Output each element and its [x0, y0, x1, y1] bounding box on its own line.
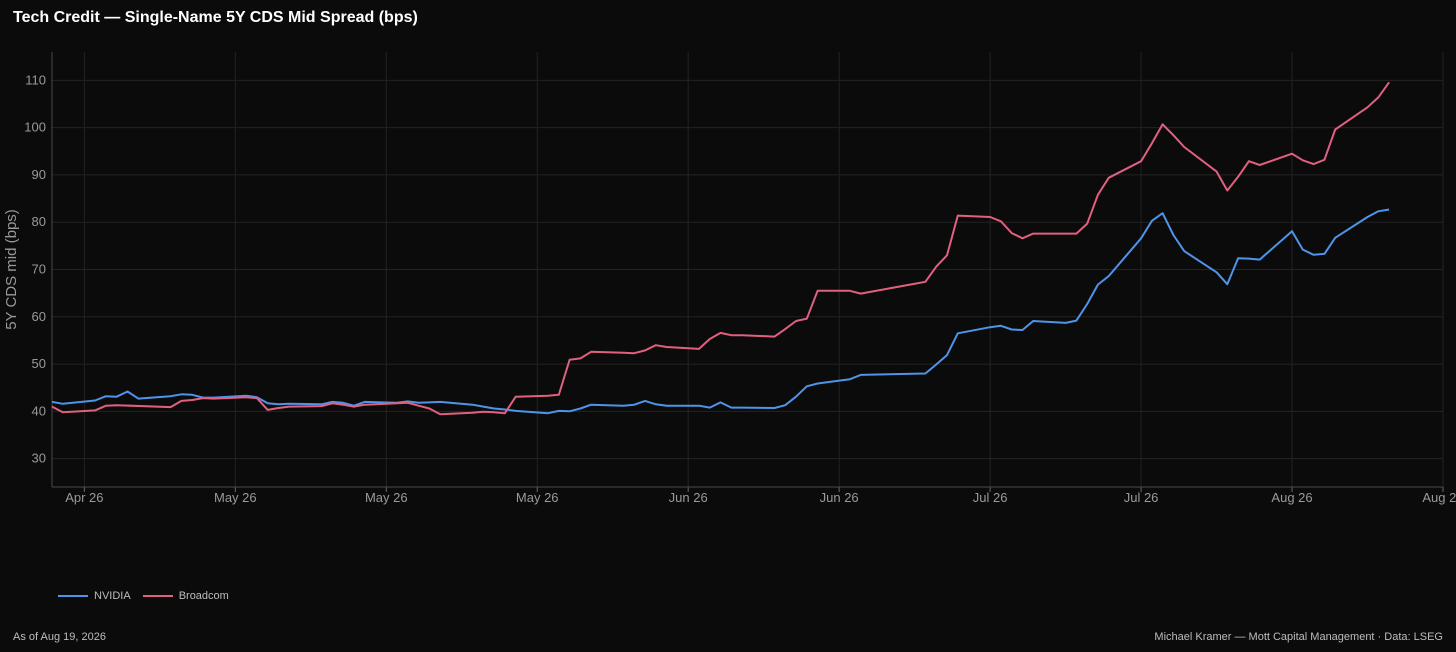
chart-canvas: 30 40 50 60 70 80 90 100 110 Apr 26 May 26 May 26 M…: [3, 52, 1456, 505]
y-tick-label: 70: [32, 262, 46, 277]
y-tick-label: 80: [32, 214, 46, 229]
y-tick-label: 40: [32, 403, 46, 418]
y-tick-label: 60: [32, 309, 46, 324]
series-lines: [51, 81, 1390, 416]
x-tick-label: Aug 26: [1271, 490, 1312, 505]
y-tick-label: 110: [25, 72, 46, 87]
y-axis-label: 5Y CDS mid (bps): [3, 209, 20, 330]
y-tick-label: 100: [24, 120, 46, 135]
axes: [51, 52, 1444, 492]
x-tick-labels: Apr 26 May 26 May 26 May 26 Jun 26 Jun 26 Jul …: [65, 490, 1456, 505]
y-tick-labels: 30 40 50 60 70 80 90 100 110: [24, 72, 46, 465]
series-line-broadcom: [51, 81, 1390, 416]
footer-credits: Michael Kramer — Mott Capital Management…: [1154, 631, 1443, 643]
legend-swatch-broadcom: [142, 595, 173, 597]
data-source: Data: LSEG: [1384, 631, 1443, 643]
x-tick-label: May 26: [214, 490, 257, 505]
author-credit: Michael Kramer — Mott Capital Management: [1154, 631, 1375, 643]
x-tick-label: Jun 26: [669, 490, 708, 505]
x-tick-label: Jul 26: [973, 490, 1008, 505]
x-tick-label: May 26: [365, 490, 408, 505]
legend-item-nvidia[interactable]: NVIDIA: [58, 590, 131, 602]
y-tick-label: 30: [32, 451, 46, 466]
x-tick-label: Apr 26: [65, 490, 103, 505]
legend-swatch-nvidia: [58, 595, 88, 597]
series-line-nvidia: [51, 208, 1390, 415]
legend: NVIDIA Broadcom: [58, 590, 229, 602]
x-tick-label: Jun 26: [820, 490, 859, 505]
legend-label-broadcom: Broadcom: [178, 590, 229, 602]
x-tick-label: Aug 26: [1422, 490, 1456, 505]
y-tick-label: 90: [32, 167, 46, 182]
footer-separator: ·: [1377, 631, 1382, 643]
y-tick-label: 50: [32, 356, 46, 371]
legend-item-broadcom[interactable]: Broadcom: [142, 590, 229, 602]
x-tick-label: May 26: [516, 490, 559, 505]
x-tick-label: Jul 26: [1124, 490, 1159, 505]
chart-title: Tech Credit — Single-Name 5Y CDS Mid Spr…: [13, 9, 418, 26]
legend-label-nvidia: NVIDIA: [94, 590, 131, 602]
as-of-date: As of Aug 19, 2026: [13, 631, 106, 643]
